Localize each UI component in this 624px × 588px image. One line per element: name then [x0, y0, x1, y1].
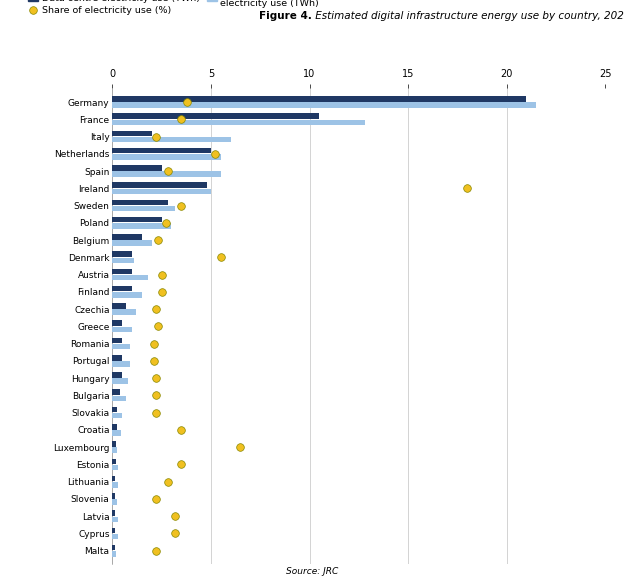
Bar [112, 355, 122, 360]
Bar [112, 286, 132, 292]
Bar [112, 320, 122, 326]
Bar [112, 252, 132, 257]
Bar [112, 379, 128, 384]
Bar [112, 189, 211, 194]
Bar [112, 389, 120, 395]
Bar [112, 258, 134, 263]
Bar [112, 154, 221, 160]
Bar [112, 200, 167, 205]
Bar [112, 430, 121, 436]
Bar [112, 309, 136, 315]
Bar [112, 292, 142, 298]
Bar [112, 165, 162, 171]
Text: Figure 4.: Figure 4. [259, 11, 312, 22]
Bar [112, 545, 115, 550]
Bar [112, 275, 148, 280]
Bar [112, 482, 118, 487]
Bar [112, 137, 231, 142]
Bar [112, 171, 221, 177]
Bar [112, 372, 122, 377]
Bar [112, 510, 115, 516]
Bar [112, 234, 142, 240]
Bar [112, 223, 172, 229]
Bar [112, 534, 118, 539]
Bar [112, 327, 132, 332]
Bar [112, 206, 175, 212]
Bar [112, 131, 152, 136]
Bar [112, 338, 122, 343]
Bar [112, 303, 126, 309]
Bar [112, 269, 132, 274]
Bar [112, 413, 122, 419]
Bar [112, 551, 116, 556]
Bar [112, 96, 527, 102]
Bar [112, 441, 116, 447]
Bar [112, 396, 126, 401]
Bar [112, 119, 364, 125]
Bar [112, 499, 117, 505]
Bar [112, 493, 115, 499]
Bar [112, 407, 117, 412]
Bar [112, 459, 116, 464]
Bar [112, 476, 115, 482]
Bar [112, 102, 536, 108]
Bar [112, 361, 130, 367]
Text: Figure 4. Estimated digital infrastructure energy use by country, 2022: Figure 4. Estimated digital infrastructu… [130, 15, 494, 25]
Text: Estimated digital infrastructure energy use by country, 2022: Estimated digital infrastructure energy … [312, 11, 624, 22]
Bar [112, 344, 130, 349]
Bar [112, 527, 115, 533]
Bar [112, 240, 152, 246]
Bar [112, 217, 162, 222]
Bar [112, 113, 319, 119]
Legend: Data centre electricity use (TWh), Share of electricity use (%), Telecommunicati: Data centre electricity use (TWh), Share… [28, 0, 354, 15]
Bar [112, 424, 117, 429]
Text: Source: JRC: Source: JRC [286, 567, 338, 576]
Bar [112, 465, 118, 470]
Bar [112, 447, 117, 453]
Bar [112, 182, 207, 188]
Bar [112, 148, 211, 153]
Bar [112, 516, 118, 522]
